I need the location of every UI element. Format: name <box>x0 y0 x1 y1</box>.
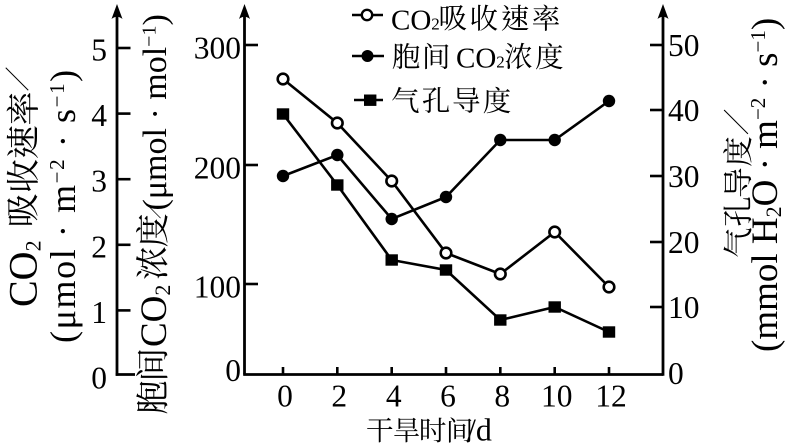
svg-text:(mmol H2O · m−2 · s−1): (mmol H2O · m−2 · s−1) <box>745 18 786 352</box>
svg-text:(μmol · mol−1): (μmol · mol−1) <box>137 14 174 210</box>
svg-text:(μmol · m−2 · s−1): (μmol · m−2 · s−1) <box>43 68 83 343</box>
svg-text:0: 0 <box>277 379 293 414</box>
svg-text:2: 2 <box>91 229 107 264</box>
svg-text:0: 0 <box>668 356 684 391</box>
svg-text:CO2: CO2 <box>391 4 440 36</box>
svg-text:10: 10 <box>541 379 573 414</box>
svg-text:40: 40 <box>668 93 700 128</box>
svg-text:300: 300 <box>194 31 241 66</box>
svg-text:12: 12 <box>595 379 627 414</box>
svg-text:50: 50 <box>668 28 700 63</box>
svg-text:8: 8 <box>494 379 510 414</box>
svg-text:4: 4 <box>91 98 107 133</box>
svg-text:CO2: CO2 <box>134 285 175 347</box>
svg-text:200: 200 <box>194 151 241 186</box>
svg-text:CO2: CO2 <box>1 240 46 307</box>
svg-text:100: 100 <box>194 270 241 305</box>
svg-text:CO2: CO2 <box>456 43 505 75</box>
svg-text:4: 4 <box>386 379 402 414</box>
svg-text:/d: /d <box>467 412 492 446</box>
svg-text:3: 3 <box>91 164 107 199</box>
svg-text:5: 5 <box>91 33 107 68</box>
svg-text:20: 20 <box>668 225 700 260</box>
svg-text:0: 0 <box>225 353 241 388</box>
svg-text:0: 0 <box>91 361 107 396</box>
svg-text:2: 2 <box>331 379 347 414</box>
svg-text:30: 30 <box>668 159 700 194</box>
svg-text:10: 10 <box>668 290 700 325</box>
svg-text:6: 6 <box>440 379 456 414</box>
svg-text:1: 1 <box>91 295 107 330</box>
